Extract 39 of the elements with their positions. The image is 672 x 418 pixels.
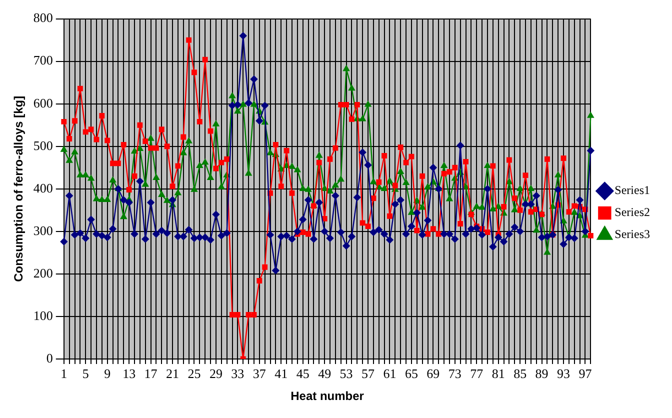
x-tick-label: 97 — [578, 366, 592, 382]
x-tick-label: 13 — [122, 366, 136, 382]
x-tick-label: 53 — [340, 366, 353, 382]
y-tick-label: 700 — [33, 52, 53, 68]
y-tick-label: 800 — [33, 10, 53, 26]
x-tick-label: 1 — [60, 366, 68, 382]
x-tick-label: 17 — [144, 366, 158, 382]
x-tick-label: 69 — [426, 366, 440, 382]
x-tick-label: 73 — [448, 366, 462, 382]
x-tick-label: 77 — [470, 366, 484, 382]
x-tick-label: 21 — [166, 366, 180, 382]
y-tick-label: 600 — [33, 95, 53, 110]
legend-label: Series3 — [614, 227, 650, 242]
x-tick-label: 5 — [82, 366, 89, 382]
x-tick-label: 89 — [535, 366, 548, 382]
x-tick-label: 57 — [362, 366, 376, 382]
y-tick-label: 200 — [33, 265, 53, 280]
x-tick-label: 81 — [492, 366, 505, 382]
legend-label: Series1 — [614, 183, 650, 198]
y-tick-label: 100 — [33, 308, 53, 323]
x-tick-label: 45 — [296, 366, 310, 382]
y-axis-title: Consumption of ferro-alloys [kg] — [12, 96, 26, 282]
x-tick-label: 29 — [209, 366, 222, 382]
y-tick-label: 300 — [33, 222, 53, 238]
x-tick-label: 49 — [318, 366, 332, 382]
x-tick-label: 93 — [557, 366, 570, 382]
x-tick-label: 65 — [404, 366, 418, 382]
x-tick-label: 9 — [104, 366, 111, 382]
y-tick-label: 400 — [33, 180, 53, 196]
x-tick-label: 85 — [514, 366, 527, 382]
x-tick-label: 41 — [274, 366, 288, 382]
y-tick-label: 500 — [33, 138, 53, 153]
legend-label: Series2 — [614, 205, 650, 220]
x-tick-label: 33 — [231, 366, 244, 382]
y-tick-label: 0 — [46, 350, 53, 366]
x-tick-label: 37 — [252, 366, 266, 382]
x-tick-label: 25 — [188, 366, 201, 382]
x-tick-label: 61 — [383, 366, 396, 382]
x-axis-title: Heat number — [290, 389, 364, 404]
